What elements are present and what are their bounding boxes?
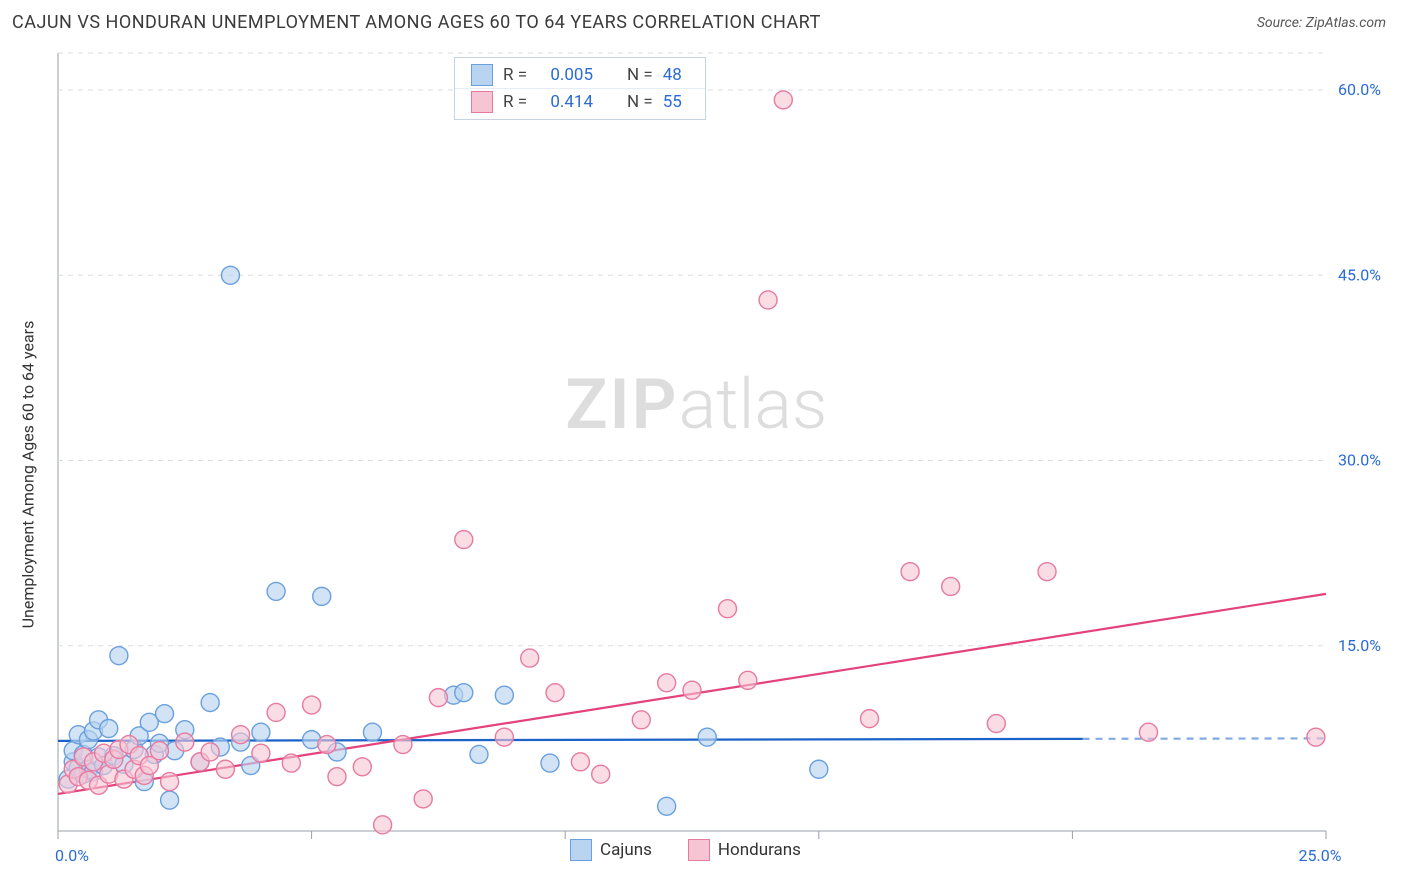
legend-item-hondurans: Hondurans: [688, 839, 801, 861]
legend-row-hondurans: R =0.414N =55: [455, 88, 705, 115]
legend-row-cajuns: R =0.005N =48: [455, 62, 705, 88]
svg-text:30.0%: 30.0%: [1338, 451, 1381, 470]
svg-text:15.0%: 15.0%: [1338, 636, 1381, 655]
n-value: 48: [663, 65, 689, 85]
y-axis-label: Unemployment Among Ages 60 to 64 years: [19, 321, 38, 629]
legend-swatch: [471, 91, 493, 113]
svg-text:45.0%: 45.0%: [1338, 265, 1381, 284]
legend-item-cajuns: Cajuns: [570, 839, 652, 861]
scatter-chart: 15.0% 30.0% 45.0% 60.0% 0.0% 25.0%: [10, 45, 1390, 885]
series-legend: Cajuns Hondurans: [570, 839, 801, 861]
r-value: 0.414: [537, 92, 593, 112]
svg-text:0.0%: 0.0%: [55, 846, 89, 865]
chart-area: Unemployment Among Ages 60 to 64 years 1…: [10, 45, 1396, 885]
legend-swatch: [688, 839, 710, 861]
n-value: 55: [663, 92, 689, 112]
svg-text:25.0%: 25.0%: [1299, 846, 1342, 865]
chart-header: CAJUN VS HONDURAN UNEMPLOYMENT AMONG AGE…: [0, 0, 1406, 41]
correlation-legend: R =0.005N =48R =0.414N =55: [454, 57, 706, 120]
chart-source: Source: ZipAtlas.com: [1257, 15, 1386, 31]
chart-title: CAJUN VS HONDURAN UNEMPLOYMENT AMONG AGE…: [12, 12, 821, 33]
legend-swatch: [471, 64, 493, 86]
legend-label: Cajuns: [600, 840, 652, 860]
r-value: 0.005: [537, 65, 593, 85]
legend-label: Hondurans: [718, 840, 801, 860]
legend-swatch: [570, 839, 592, 861]
svg-text:60.0%: 60.0%: [1338, 80, 1381, 99]
